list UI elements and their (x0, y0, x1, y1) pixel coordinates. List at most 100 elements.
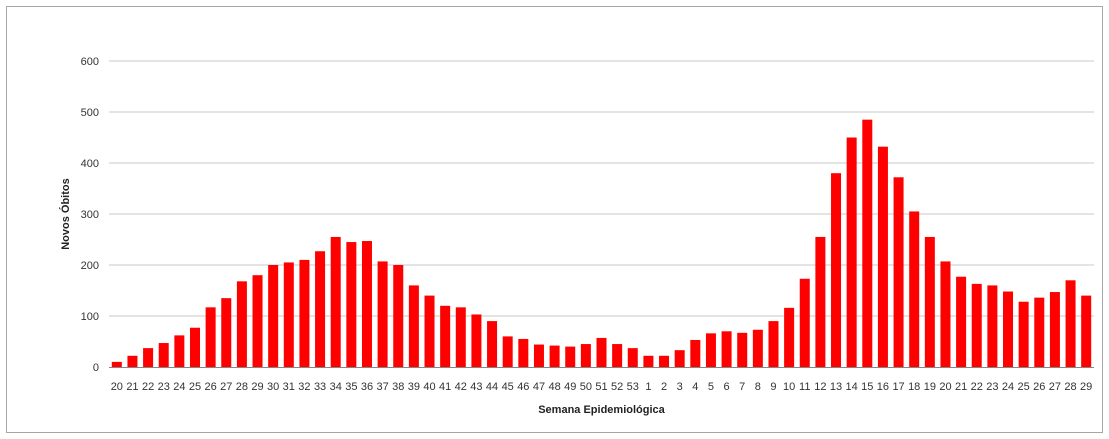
bar (518, 338, 529, 367)
x-tick-label: 52 (611, 381, 623, 393)
x-tick-label: 41 (439, 381, 451, 393)
x-tick-label: 26 (205, 381, 217, 393)
y-tick-label: 400 (81, 158, 99, 170)
bar (659, 355, 670, 367)
bar (893, 177, 904, 367)
bar (1049, 292, 1060, 367)
x-tick-label: 24 (173, 381, 185, 393)
bar (221, 298, 232, 367)
x-tick-label: 19 (924, 381, 936, 393)
x-tick-label: 32 (298, 381, 310, 393)
bar (705, 333, 716, 367)
x-tick-label: 23 (986, 381, 998, 393)
bar (674, 350, 685, 367)
x-tick-label: 29 (1080, 381, 1092, 393)
x-tick-label: 18 (908, 381, 920, 393)
bar (315, 251, 326, 367)
x-tick-labels: 20 21 22 23 24 25 26 27 28 29 30 31 32 33 34 35 36 37 38 39… (111, 381, 1093, 393)
x-tick-label: 9 (770, 381, 776, 393)
x-tick-label: 14 (846, 381, 858, 393)
y-tick-label: 600 (81, 56, 99, 68)
x-tick-label: 26 (1033, 381, 1045, 393)
x-tick-label: 15 (861, 381, 873, 393)
x-tick-label: 25 (189, 381, 201, 393)
bar (690, 339, 701, 367)
x-tick-label: 27 (1049, 381, 1061, 393)
bar (815, 236, 826, 367)
bar (361, 241, 372, 367)
x-tick-label: 16 (877, 381, 889, 393)
bar (158, 343, 169, 367)
x-tick-label: 7 (739, 381, 745, 393)
bar (1065, 280, 1076, 367)
bar (909, 211, 920, 367)
bar (784, 307, 795, 367)
bar (549, 345, 560, 367)
bar (721, 331, 732, 367)
x-tick-label: 13 (830, 381, 842, 393)
bar (924, 236, 935, 367)
x-tick-label: 12 (814, 381, 826, 393)
x-tick-label: 46 (517, 381, 529, 393)
bar (393, 265, 404, 367)
x-tick-label: 1 (645, 381, 651, 393)
x-tick-label: 4 (692, 381, 698, 393)
x-tick-label: 20 (111, 381, 123, 393)
x-tick-label: 21 (126, 381, 138, 393)
bar (377, 261, 388, 367)
x-tick-label: 5 (708, 381, 714, 393)
x-tick-label: 25 (1018, 381, 1030, 393)
bar (487, 321, 498, 367)
x-tick-label: 28 (1064, 381, 1076, 393)
bar (189, 327, 200, 367)
x-tick-label: 47 (533, 381, 545, 393)
x-tick-label: 39 (408, 381, 420, 393)
x-tick-label: 28 (236, 381, 248, 393)
bar (737, 332, 748, 367)
x-tick-label: 38 (392, 381, 404, 393)
x-tick-label: 2 (661, 381, 667, 393)
bar (455, 307, 466, 367)
bar (502, 336, 513, 367)
x-tick-label: 17 (892, 381, 904, 393)
x-tick-label: 11 (799, 381, 810, 393)
y-tick-label: 300 (81, 209, 99, 221)
y-tick-labels: 0 100 200 300 400 500 600 (81, 56, 99, 374)
bar (1018, 301, 1029, 367)
bar (346, 242, 357, 367)
x-tick-label: 33 (314, 381, 326, 393)
x-tick-label: 22 (142, 381, 154, 393)
x-tick-label: 43 (470, 381, 482, 393)
x-tick-label: 23 (158, 381, 170, 393)
bar (330, 236, 341, 367)
bar (877, 146, 888, 367)
bar (252, 275, 263, 367)
y-axis-title: Novos Óbitos (59, 178, 72, 250)
x-axis-title: Semana Epidemiológica (538, 404, 665, 416)
bar (643, 355, 654, 367)
y-tick-label: 500 (81, 107, 99, 119)
x-tick-label: 31 (283, 381, 295, 393)
bar (752, 329, 763, 367)
x-tick-label: 27 (220, 381, 232, 393)
x-tick-label: 3 (677, 381, 683, 393)
y-tick-label: 200 (81, 260, 99, 272)
bar (971, 283, 982, 367)
x-tick-label: 24 (1002, 381, 1014, 393)
bar (862, 119, 873, 368)
bar (1034, 297, 1045, 367)
bar (440, 305, 451, 367)
bar (236, 281, 247, 367)
bar (956, 276, 967, 367)
bar (987, 285, 998, 367)
bar (627, 348, 638, 367)
x-tick-label: 34 (330, 381, 342, 393)
x-tick-label: 44 (486, 381, 498, 393)
x-tick-label: 6 (724, 381, 730, 393)
x-tick-label: 48 (548, 381, 560, 393)
bar (940, 261, 951, 367)
bar (424, 295, 435, 367)
bar (299, 259, 310, 367)
bar (268, 265, 279, 367)
x-tick-label: 21 (955, 381, 967, 393)
